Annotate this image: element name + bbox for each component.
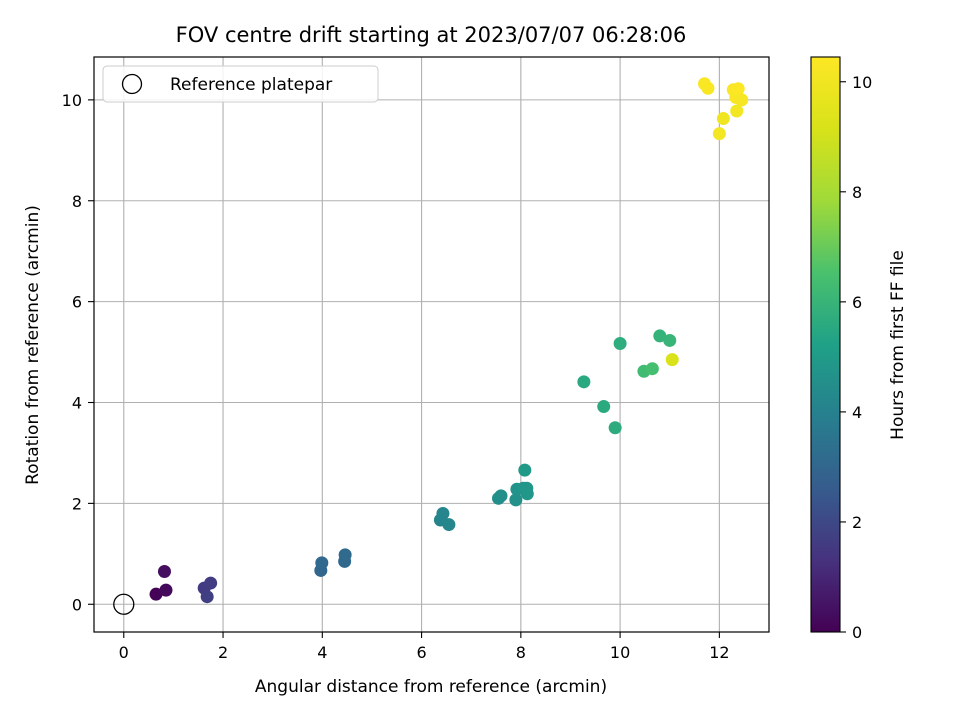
x-tick-label: 0 <box>119 643 129 662</box>
scatter-point <box>204 576 218 590</box>
scatter-point <box>735 93 749 107</box>
scatter-point <box>663 333 677 347</box>
scatter-point <box>200 590 214 604</box>
x-tick-label: 8 <box>516 643 526 662</box>
colorbar <box>810 56 841 633</box>
scatter-point <box>731 82 745 96</box>
legend: Reference platepar <box>102 65 379 103</box>
plot-frame <box>93 56 770 633</box>
reference-marker-layer <box>113 593 135 615</box>
y-tick-label: 2 <box>72 494 82 513</box>
scatter-point <box>716 112 730 126</box>
colorbar-tick-label: 8 <box>852 183 862 202</box>
scatter-point <box>597 400 611 414</box>
scatter-point <box>701 81 715 95</box>
colorbar-tick-label: 6 <box>852 293 862 312</box>
y-tick-label: 4 <box>72 394 82 413</box>
legend-reference-marker <box>121 73 143 95</box>
scatter-point <box>613 336 627 350</box>
x-axis-label: Angular distance from reference (arcmin) <box>255 677 607 697</box>
x-axis-ticks: 0 2 4 6 8 10 12 <box>119 632 730 662</box>
scatter-point <box>509 493 523 507</box>
y-tick-label: 0 <box>72 595 82 614</box>
scatter-point <box>730 104 744 118</box>
colorbar-tick-label: 0 <box>852 623 862 642</box>
chart-title: FOV centre drift starting at 2023/07/07 … <box>176 23 687 47</box>
scatter-point <box>608 421 622 435</box>
y-tick-label: 10 <box>62 91 82 110</box>
scatter-point <box>577 375 591 389</box>
scatter-point <box>149 587 163 601</box>
scatter-point <box>494 489 508 503</box>
x-tick-label: 12 <box>709 643 729 662</box>
x-tick-label: 2 <box>218 643 228 662</box>
y-tick-label: 6 <box>72 293 82 312</box>
colorbar-label: Hours from first FF file <box>888 250 908 440</box>
scatter-point <box>518 463 532 477</box>
scatter-point <box>665 353 679 367</box>
scatter-point <box>712 127 726 141</box>
legend-label: Reference platepar <box>170 75 332 95</box>
scatter-point <box>159 583 173 597</box>
legend-box <box>102 65 379 103</box>
reference-platepar-point <box>113 593 135 615</box>
y-axis-ticks: 0 2 4 6 8 10 <box>62 91 94 614</box>
colorbar-tick-label: 2 <box>852 513 862 532</box>
scatter-point <box>436 506 450 520</box>
x-tick-label: 10 <box>610 643 630 662</box>
colorbar-tick-label: 10 <box>852 73 872 92</box>
y-axis-label: Rotation from reference (arcmin) <box>23 205 43 485</box>
colorbar-ticks: 0 2 4 6 8 10 <box>840 73 872 642</box>
scatter-point <box>315 556 329 570</box>
scatter-point <box>653 329 667 343</box>
colorbar-tick-label: 4 <box>852 403 862 422</box>
scatter-point <box>645 362 659 376</box>
x-tick-label: 4 <box>317 643 327 662</box>
scatter-point <box>157 564 171 578</box>
scatter-point <box>520 487 534 501</box>
scatter-point <box>338 548 352 562</box>
data-points <box>149 77 749 604</box>
y-tick-label: 8 <box>72 192 82 211</box>
scatter-point <box>442 518 456 532</box>
x-tick-label: 6 <box>416 643 426 662</box>
